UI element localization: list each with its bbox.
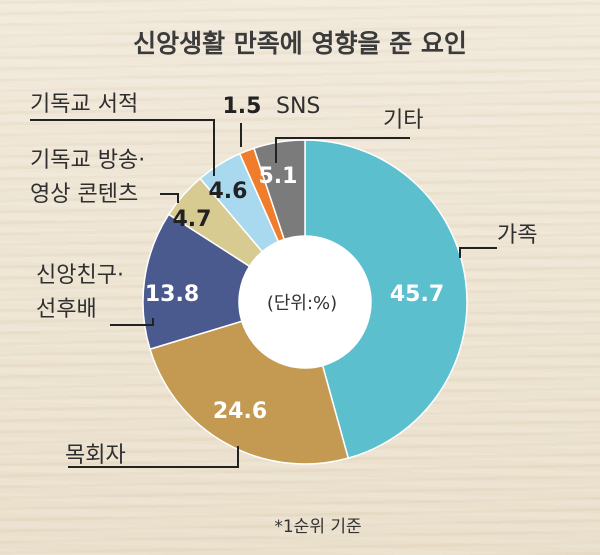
leader-line-3 (110, 318, 154, 326)
chart-title: 신앙생활 만족에 영향을 준 요인 (133, 29, 467, 58)
slices-group (142, 139, 468, 465)
category-label-4-line-2: 영상 콘텐츠 (30, 182, 138, 207)
leader-line-5 (30, 119, 215, 176)
category-label-3-line-2: 선후배 (36, 297, 97, 322)
value-label-7: 5.1 (259, 164, 298, 189)
leader-line-1 (459, 247, 497, 258)
category-label-4-line-1: 기독교 방송· (30, 148, 145, 173)
category-label-7: 기타 (383, 108, 423, 133)
category-label-5: 기독교 서적 (30, 92, 138, 117)
footnote: *1순위 기준 (274, 517, 361, 537)
value-label-4: 4.7 (173, 207, 212, 232)
labels-group: 45.7 가족 24.6 목회자 13.8 신앙친구· 선후배 4.7 기독교 방송· 영상 콘텐… (30, 92, 537, 468)
slice-1 (304, 139, 468, 460)
unit-note: (단위:%) (267, 293, 337, 314)
value-label-5: 4.6 (209, 179, 248, 204)
leader-line-7 (275, 137, 410, 163)
category-label-6: SNS (276, 94, 320, 119)
value-label-2: 24.6 (213, 399, 267, 424)
value-label-3: 13.8 (145, 282, 199, 307)
donut-hole (239, 236, 371, 368)
value-label-1: 45.7 (390, 282, 444, 307)
category-label-1: 가족 (497, 223, 537, 248)
category-label-2: 목회자 (65, 443, 126, 468)
value-label-6: 1.5 (223, 94, 262, 119)
category-label-3-line-1: 신앙친구· (36, 263, 124, 288)
leader-line-2 (68, 446, 239, 468)
leader-line-4 (160, 193, 179, 203)
